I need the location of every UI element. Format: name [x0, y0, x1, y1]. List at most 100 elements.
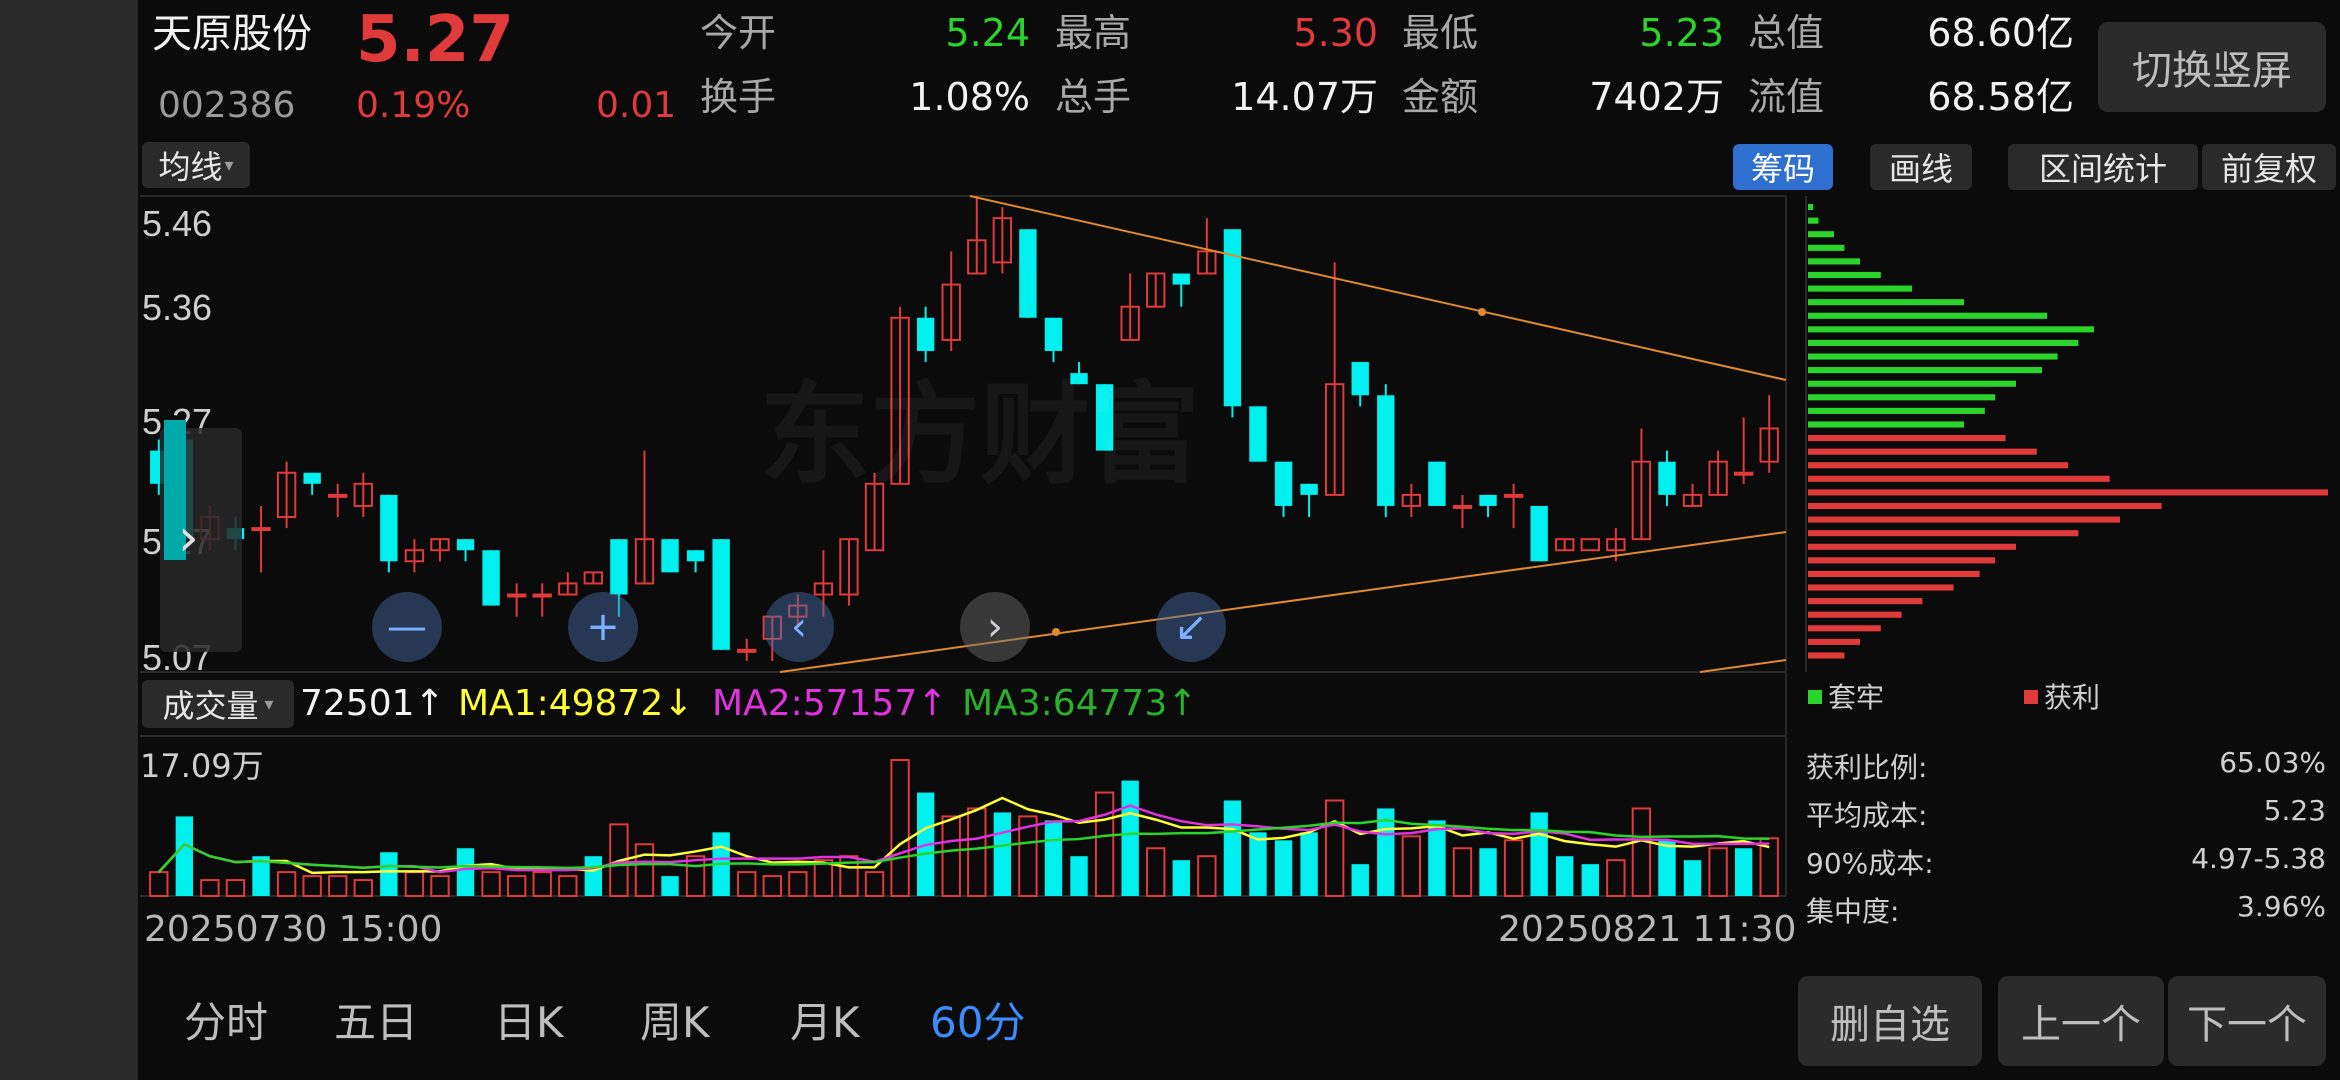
- candle-body: [1095, 384, 1114, 451]
- candle-body: [839, 538, 859, 596]
- candle-body: [813, 582, 834, 596]
- change-amount: 0.01: [596, 85, 677, 126]
- draw-line-button[interactable]: 画线: [1870, 144, 1972, 190]
- candle-body: [1452, 504, 1473, 509]
- candle-body: [1428, 461, 1446, 506]
- switch-portrait-button[interactable]: 切换竖屏: [2098, 22, 2326, 112]
- stat-label: 总手: [1055, 75, 1132, 119]
- candle-body: [661, 539, 679, 573]
- candle-body: [1377, 395, 1395, 506]
- candle-body: [1324, 383, 1345, 496]
- chip-dist-bar: [1808, 516, 2120, 523]
- interval-stats-button[interactable]: 区间统计: [2008, 144, 2198, 190]
- zoom-out-icon[interactable]: —: [372, 592, 442, 662]
- candle-body: [992, 217, 1013, 264]
- chip-dist-bar: [1808, 584, 1954, 591]
- chip-dist-bar: [1808, 231, 1834, 238]
- volume-bar: [1452, 847, 1473, 898]
- chip-dist-bar: [1808, 475, 2110, 482]
- ma-select[interactable]: 均线 ▾: [142, 142, 250, 188]
- chip-info-label: 平均成本:: [1806, 799, 1928, 832]
- candle-body: [276, 471, 297, 519]
- previous-stock-button[interactable]: 上一个: [1998, 976, 2164, 1066]
- candle-body: [1658, 461, 1676, 495]
- stat-label: 总值: [1748, 11, 1825, 55]
- volume-bar: [1070, 856, 1088, 896]
- volume-bar: [558, 875, 578, 898]
- volume-bar: [813, 859, 834, 897]
- trend-anchor-dot: [1478, 308, 1486, 316]
- volume-bar: [1556, 856, 1574, 896]
- time-end: 20250821 11:30: [1498, 909, 1797, 950]
- chip-dist-bar: [1808, 611, 1902, 618]
- trend-line-lower: [779, 531, 1787, 673]
- price-tick-label: 5.36: [142, 287, 212, 328]
- volume-bar: [941, 815, 961, 898]
- candle-body: [1503, 493, 1524, 498]
- stat-value: 5.24: [945, 11, 1030, 55]
- volume-bar: [430, 875, 450, 898]
- volume-bar: [1172, 860, 1190, 896]
- volume-bar: [149, 871, 169, 898]
- next-stock-button[interactable]: 下一个: [2168, 976, 2326, 1066]
- adjust-button[interactable]: 前复权: [2202, 144, 2336, 190]
- volume-bar: [1146, 847, 1166, 898]
- candle-body: [686, 550, 705, 562]
- volume-bar: [1018, 815, 1038, 898]
- scroll-right-icon[interactable]: ›: [960, 592, 1030, 662]
- volume-select[interactable]: 成交量 ▾: [142, 680, 294, 728]
- time-start: 20250730 15:00: [144, 909, 443, 950]
- volume-bar: [1197, 855, 1217, 897]
- chip-dist-bar: [1808, 448, 2037, 455]
- tab-0[interactable]: 分时: [184, 998, 269, 1047]
- zoom-in-icon[interactable]: +: [568, 592, 638, 662]
- chip-dist-bar: [1808, 217, 1819, 224]
- tab-4[interactable]: 月K: [790, 998, 860, 1047]
- trend-anchor-dot: [1052, 628, 1060, 636]
- volume-bar: [175, 816, 194, 896]
- volume-bar: [1631, 807, 1652, 898]
- tab-3[interactable]: 周K: [640, 998, 710, 1047]
- trend-line-extra: [1699, 659, 1787, 673]
- chip-info-value: 3.96%: [2237, 890, 2326, 923]
- volume-bar: [634, 843, 655, 898]
- price-tick-label: 5.46: [142, 203, 212, 244]
- candle-body: [328, 493, 348, 498]
- tab-5[interactable]: 60分: [930, 998, 1026, 1047]
- chip-dist-bar: [1808, 502, 2162, 510]
- side-panel-handle[interactable]: ›: [160, 420, 242, 652]
- stat-label: 最低: [1402, 11, 1479, 55]
- candle-body: [1300, 483, 1318, 495]
- volume-value: 72501↑: [300, 683, 445, 724]
- candle-body: [1682, 493, 1703, 507]
- stat-label: 今开: [700, 11, 777, 55]
- volume-bar: [456, 848, 475, 896]
- tab-1[interactable]: 五日: [334, 998, 419, 1047]
- candle-body: [1606, 538, 1626, 552]
- chip-button[interactable]: 筹码: [1733, 144, 1833, 190]
- volume-bar: [252, 856, 270, 896]
- dropdown-icon: ▾: [224, 154, 234, 176]
- collapse-icon[interactable]: ↙: [1156, 592, 1226, 662]
- volume-bar: [404, 871, 425, 898]
- volume-bar: [737, 871, 757, 898]
- candle-body: [1223, 229, 1242, 407]
- volume-bar: [276, 871, 297, 898]
- candle-body: [1044, 317, 1063, 351]
- chip-dist-bar: [1808, 407, 1985, 414]
- volume-ma2: MA2:57157↑: [712, 683, 948, 724]
- candle-body: [303, 472, 321, 484]
- volume-ma1: MA1:49872↓: [458, 683, 694, 724]
- volume-max-label: 17.09万: [140, 747, 264, 785]
- tab-2[interactable]: 日K: [494, 998, 564, 1047]
- chip-info-label: 获利比例:: [1806, 751, 1928, 784]
- chip-info-value: 4.97-5.38: [2191, 842, 2326, 875]
- chip-dist-bar: [1808, 570, 1980, 577]
- stat-value: 5.23: [1639, 11, 1724, 55]
- volume-bar: [661, 876, 679, 896]
- side-handle-bar: [164, 420, 186, 560]
- remove-watchlist-button[interactable]: 删自选: [1798, 976, 1982, 1066]
- candle-body: [610, 539, 628, 595]
- chip-dist-bar: [1808, 258, 1860, 265]
- scroll-left-icon[interactable]: ‹: [764, 592, 834, 662]
